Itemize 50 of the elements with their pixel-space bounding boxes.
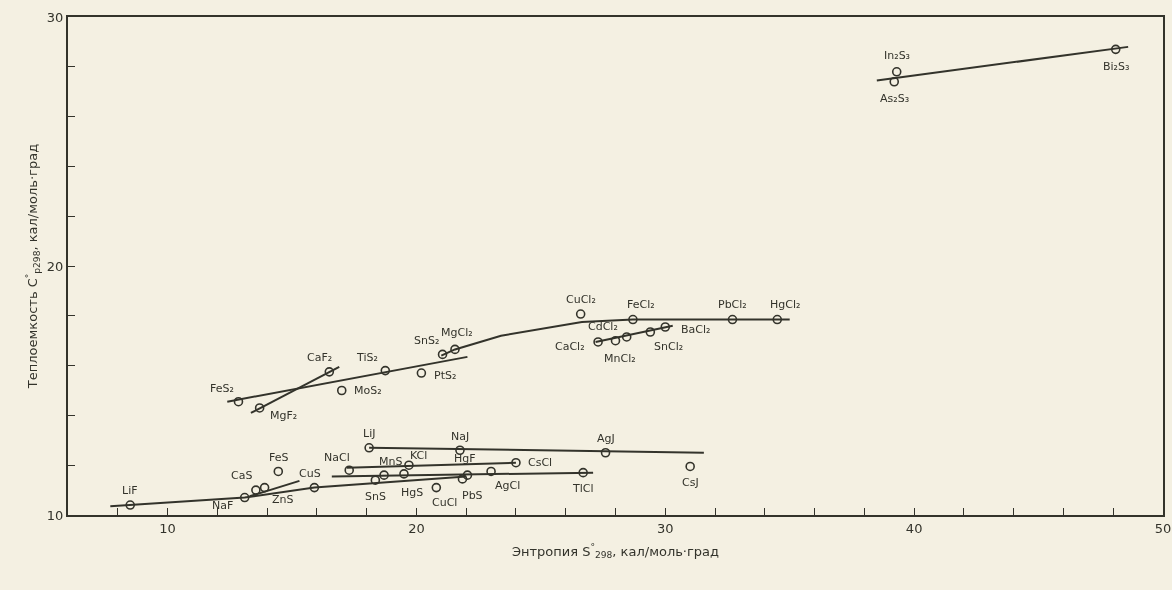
annotation: PbS xyxy=(462,489,483,502)
annotation: As₂S₃ xyxy=(880,92,910,105)
x-tick-label: 50 xyxy=(1154,520,1172,536)
y-tick-label: 30 xyxy=(46,9,64,25)
annotation: Bi₂S₃ xyxy=(1103,60,1130,73)
annotation: CuCl xyxy=(432,496,458,509)
annotation: CaCl₂ xyxy=(555,340,585,353)
y-tick-label: 20 xyxy=(46,258,64,274)
annotation: SnCl₂ xyxy=(654,340,684,353)
annotation: SnS₂ xyxy=(414,334,440,347)
annotation: PtS₂ xyxy=(434,369,457,382)
annotation: ZnS xyxy=(272,493,294,506)
x-tick-label: 10 xyxy=(159,520,176,536)
annotation: HgCl₂ xyxy=(770,298,801,311)
annotation: LiF xyxy=(122,484,138,497)
annotation: CaF₂ xyxy=(307,351,333,364)
annotation: CsCl xyxy=(528,456,553,469)
annotation: PbCl₂ xyxy=(718,298,747,311)
annotation: MoS₂ xyxy=(354,384,382,397)
annotation: MgCl₂ xyxy=(441,326,473,339)
annotation: NaJ xyxy=(451,430,470,443)
annotation: AgJ xyxy=(597,432,615,445)
x-tick-label: 40 xyxy=(905,520,923,536)
annotation: FeCl₂ xyxy=(627,298,655,311)
annotation: NaF xyxy=(212,499,234,512)
annotation: CuS xyxy=(299,467,321,480)
y-tick-label: 10 xyxy=(46,507,64,523)
annotation: CaS xyxy=(231,469,253,482)
annotation: FeS₂ xyxy=(210,382,234,395)
annotation: HgS xyxy=(401,486,424,499)
annotation: MgF₂ xyxy=(270,409,298,422)
annotation: MnS xyxy=(379,455,403,468)
annotation: AgCl xyxy=(495,479,521,492)
x-tick-label: 20 xyxy=(408,520,425,536)
annotation: FeS xyxy=(269,451,289,464)
annotation: TiS₂ xyxy=(356,351,378,364)
annotation: SnS xyxy=(365,490,386,503)
annotation: MnCl₂ xyxy=(604,352,636,365)
x-axis-title: Энтропия S$^{°}$$_{298}$, кал/моль·град xyxy=(511,542,720,561)
annotation: TlCl xyxy=(572,482,594,495)
x-tick-label: 30 xyxy=(657,520,674,536)
annotation: KCl xyxy=(410,449,428,462)
annotation: LiJ xyxy=(363,427,376,440)
annotation: In₂S₃ xyxy=(884,49,911,62)
annotation: HgF xyxy=(454,452,476,465)
annotation: CsJ xyxy=(682,476,699,489)
annotation: CuCl₂ xyxy=(566,293,596,306)
annotation: CdCl₂ xyxy=(588,320,618,333)
annotation: BaCl₂ xyxy=(681,323,711,336)
annotation: NaCl xyxy=(324,451,350,464)
